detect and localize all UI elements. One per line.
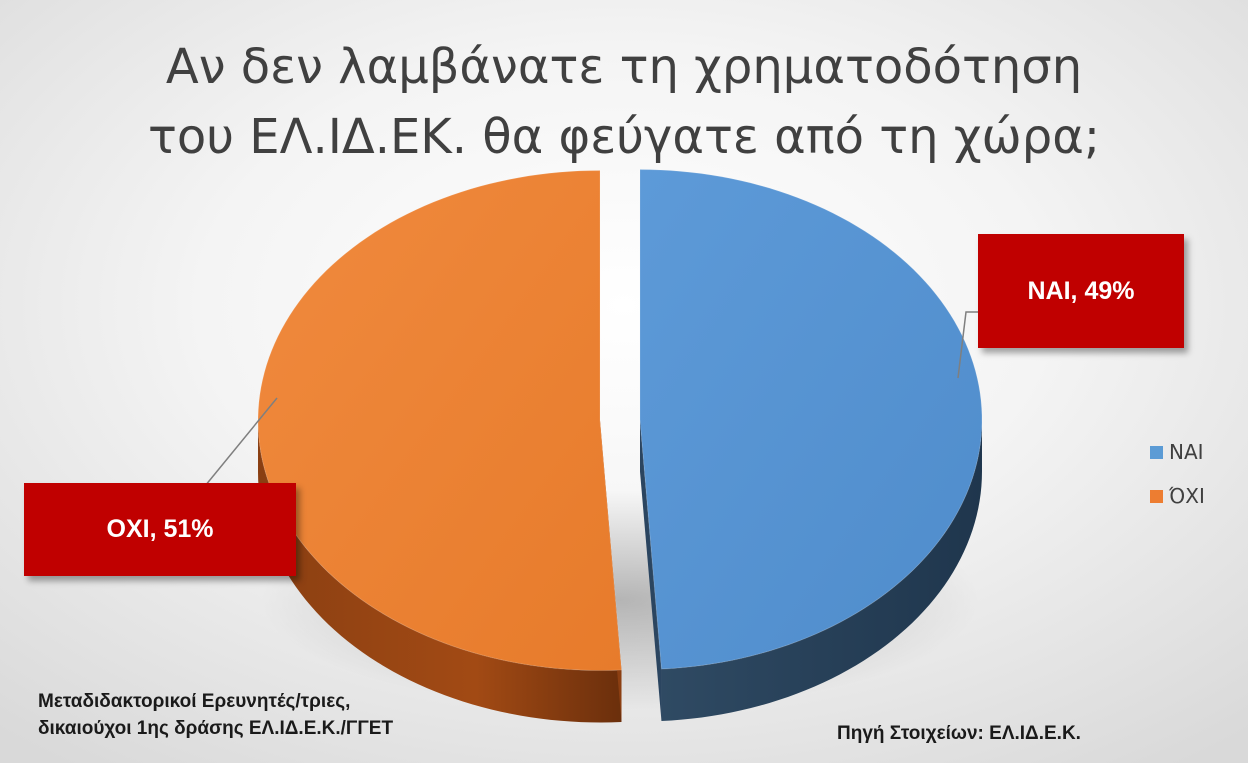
leader-lines [204, 311, 978, 487]
pie-slice-face-nai [639, 419, 662, 722]
chart-title-line-2: του ΕΛ.ΙΔ.ΕΚ. θα φεύγατε από τη χώρα; [147, 109, 1101, 165]
leader-line-oxi [204, 397, 278, 487]
legend-swatch-nai [1150, 445, 1163, 459]
footnote-right: Πηγή Στοιχείων: ΕΛ.ΙΔ.Ε.Κ. [837, 723, 1081, 744]
legend-swatch-oxi [1150, 489, 1163, 503]
legend-label-oxi: ΌΧΙ [1169, 484, 1205, 508]
footnote-left: Μεταδιδακτορικοί Ερευνητές/τριες, δικαιο… [38, 688, 393, 742]
footnote-left-line-1: Μεταδιδακτορικοί Ερευνητές/τριες, [38, 691, 351, 712]
pie-slices [257, 169, 983, 723]
leader-line-nai [957, 311, 978, 379]
chart-title: Αν δεν λαμβάνατε τη χρηματοδότηση του ΕΛ… [0, 32, 1248, 172]
pie-slice-oxi [257, 169, 623, 671]
data-label-oxi: ΟΧΙ, 51% [24, 483, 296, 576]
data-label-nai: ΝΑΙ, 49% [978, 234, 1184, 348]
legend-label-nai: ΝΑΙ [1169, 440, 1204, 464]
legend-item-oxi: ΌΧΙ [1150, 474, 1205, 518]
pie-slice-side-nai [661, 419, 982, 722]
footnote-left-line-2: δικαιούχοι 1ης δράσης ΕΛ.ΙΔ.Ε.Κ./ΓΓΕΤ [38, 718, 394, 739]
legend: ΝΑΙ ΌΧΙ [1150, 430, 1205, 518]
pie-slice-nai [639, 169, 983, 670]
legend-item-nai: ΝΑΙ [1150, 430, 1205, 474]
pie-slice-side-oxi [258, 420, 622, 723]
chart-title-line-1: Αν δεν λαμβάνατε τη χρηματοδότηση [165, 39, 1083, 95]
